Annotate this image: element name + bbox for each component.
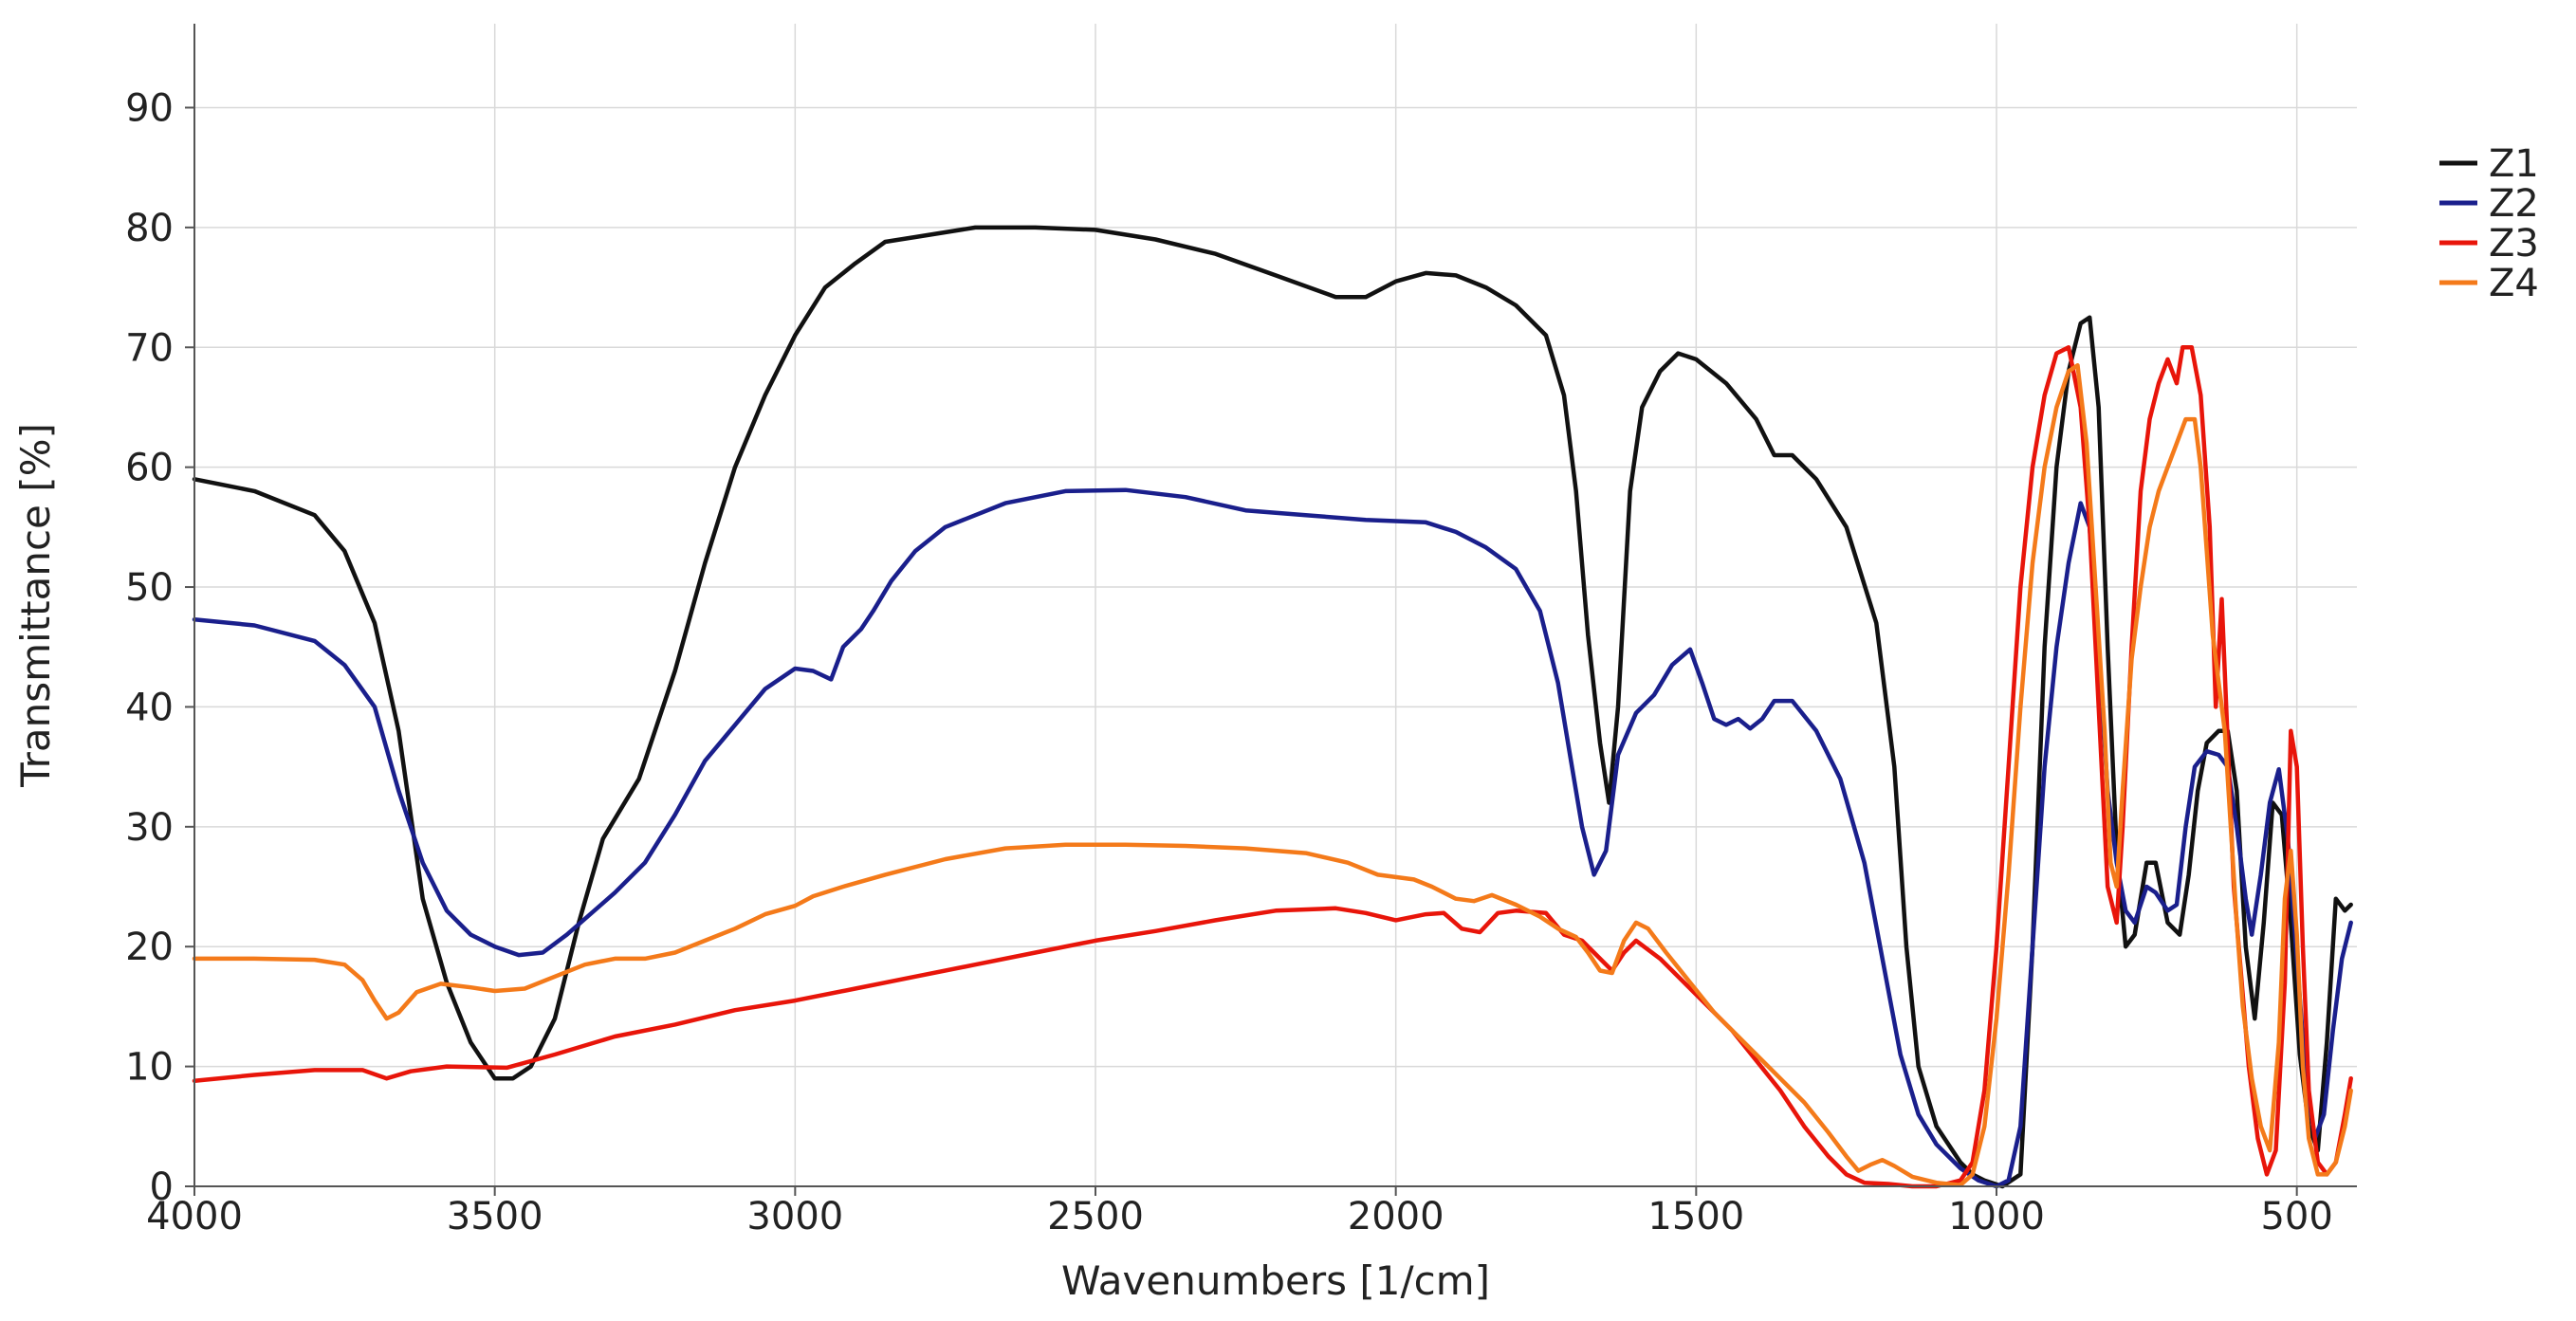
y-axis-title: Transmittance [%] (12, 423, 59, 788)
y-tick-label: 20 (125, 926, 174, 969)
x-tick-label: 4000 (146, 1195, 243, 1238)
series-line-z1 (192, 225, 2353, 1189)
series-line-z4 (192, 362, 2353, 1187)
x-tick-label: 2000 (1348, 1195, 1444, 1238)
y-tick-label: 80 (125, 207, 174, 250)
axes (193, 24, 2357, 1187)
y-tick-label: 40 (125, 686, 174, 729)
grid-lines (193, 24, 2357, 1187)
legend-label-z3: Z3 (2489, 222, 2539, 266)
y-tick-label: 10 (125, 1046, 174, 1090)
x-tick-label: 1000 (1948, 1195, 2045, 1238)
y-tick-label: 0 (150, 1165, 174, 1209)
x-tick-label: 3500 (447, 1195, 543, 1238)
legend-label-z2: Z2 (2489, 182, 2539, 226)
x-tick-label: 3000 (746, 1195, 843, 1238)
legend-label-z1: Z1 (2489, 142, 2539, 186)
x-tick-group: 4000 3500 3000 2500 2000 1500 1000 500 (146, 1186, 2333, 1238)
y-tick-label: 90 (125, 86, 174, 130)
y-tick-label: 70 (125, 326, 174, 370)
series-line-z2 (192, 487, 2353, 1189)
x-axis-title: Wavenumbers [1/cm] (1061, 1257, 1490, 1304)
series-layer (192, 225, 2353, 1189)
x-tick-label: 1500 (1647, 1195, 1744, 1238)
y-tick-label: 60 (125, 447, 174, 490)
x-tick-label: 2500 (1047, 1195, 1144, 1238)
legend-label-z4: Z4 (2489, 262, 2539, 305)
x-tick-label: 500 (2260, 1195, 2332, 1238)
y-tick-label: 30 (125, 806, 174, 850)
y-tick-label: 50 (125, 566, 174, 610)
y-tick-group: 0 10 20 30 40 50 60 70 80 90 (125, 86, 194, 1209)
